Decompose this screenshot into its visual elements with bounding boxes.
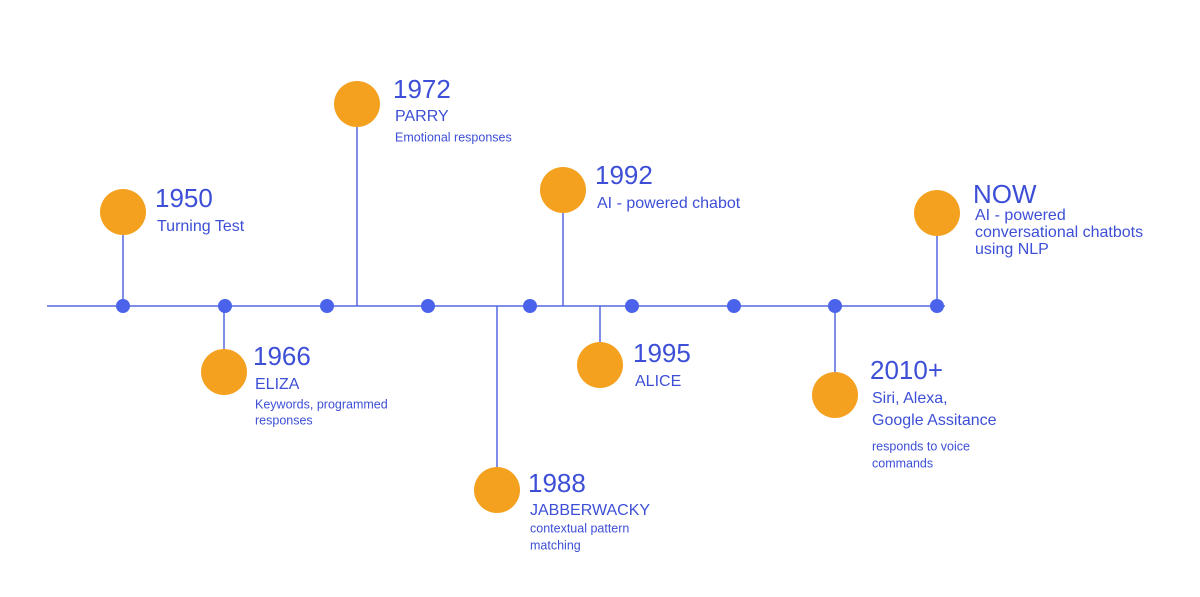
event-title: using NLP <box>975 241 1049 258</box>
axis-dot <box>523 299 537 313</box>
event-title: AI - powered chabot <box>597 195 741 212</box>
milestone-circle <box>577 342 623 388</box>
event-title: JABBERWACKY <box>530 502 650 519</box>
milestone-circle <box>100 189 146 235</box>
milestone-circle <box>540 167 586 213</box>
milestone-circle <box>914 190 960 236</box>
event-title: Siri, Alexa, <box>872 390 948 407</box>
axis-dot <box>116 299 130 313</box>
event-year: 1995 <box>633 338 691 368</box>
event-year: 1972 <box>393 74 451 104</box>
event-description: commands <box>872 456 933 470</box>
axis-dot <box>828 299 842 313</box>
axis-dot <box>727 299 741 313</box>
events: 1950 Turning Test 1966 ELIZA Keywords, progr… <box>100 74 1143 552</box>
stems <box>122 127 938 467</box>
milestone-circle <box>201 349 247 395</box>
event-year: NOW <box>973 179 1037 209</box>
event-description: contextual pattern <box>530 521 629 535</box>
event-title: Google Assitance <box>872 412 997 429</box>
milestone-circle <box>474 467 520 513</box>
event-year: 2010+ <box>870 355 943 385</box>
milestone-circle <box>812 372 858 418</box>
event-description: responses <box>255 413 313 427</box>
milestone-circle <box>334 81 380 127</box>
event-description: Emotional responses <box>395 130 512 144</box>
event-description: responds to voice <box>872 439 970 453</box>
event-year: 1988 <box>528 468 586 498</box>
axis-dot <box>218 299 232 313</box>
event-title: Turning Test <box>157 218 245 235</box>
event-title: conversational chatbots <box>975 224 1143 241</box>
event-title: ELIZA <box>255 376 300 393</box>
event-title: AI - powered <box>975 207 1066 224</box>
event-year: 1950 <box>155 183 213 213</box>
event-title: PARRY <box>395 108 449 125</box>
event-year: 1966 <box>253 341 311 371</box>
axis-dot <box>320 299 334 313</box>
axis-dot <box>421 299 435 313</box>
axis-dot <box>930 299 944 313</box>
event-description: matching <box>530 538 581 552</box>
axis-dots <box>116 299 944 313</box>
event-description: Keywords, programmed <box>255 397 388 411</box>
axis-dot <box>625 299 639 313</box>
event-title: ALICE <box>635 373 681 390</box>
event-year: 1992 <box>595 160 653 190</box>
